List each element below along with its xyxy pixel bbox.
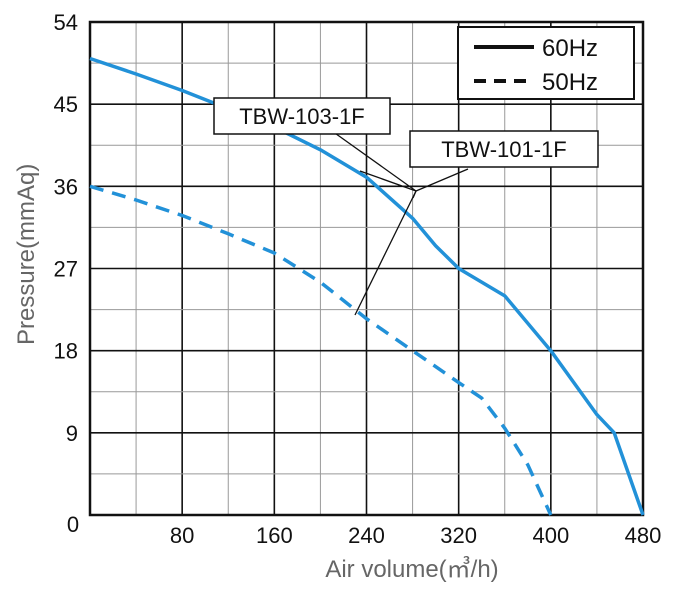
x-axis-label: Air volume(㎥/h)	[325, 556, 498, 583]
x-tick-label: 240	[348, 523, 385, 548]
leader-line	[354, 190, 417, 316]
legend-label-60hz: 60Hz	[542, 35, 598, 62]
tick-label-origin: 0	[67, 512, 79, 537]
axes	[88, 20, 645, 517]
y-tick-label: 36	[54, 174, 78, 199]
annotation-callouts: TBW-103-1F TBW-101-1F	[213, 97, 599, 316]
leader-line	[331, 130, 417, 192]
x-tick-label: 320	[440, 523, 477, 548]
y-tick-label: 45	[54, 92, 78, 117]
series-line-60hz	[89, 56, 645, 516]
x-tick-label: 480	[625, 523, 662, 548]
series-group	[89, 56, 645, 516]
x-tick-label: 400	[532, 523, 569, 548]
plot-frame	[88, 20, 645, 517]
callout-label-tbw-101: TBW-101-1F	[441, 137, 567, 162]
callout-label-tbw-103: TBW-103-1F	[239, 104, 365, 129]
legend: 60Hz 50Hz	[457, 26, 635, 100]
legend-label-50hz: 50Hz	[542, 69, 598, 96]
legend-box	[457, 26, 635, 100]
y-tick-label: 54	[54, 10, 78, 35]
y-tick-label: 18	[54, 339, 78, 364]
callout-box-tbw-101	[409, 130, 599, 168]
x-tick-label: 80	[170, 523, 194, 548]
y-tick-label: 27	[54, 257, 78, 282]
series-line-50hz	[89, 184, 553, 516]
tick-labels: 0 9 18 27 36 45 54 80 160 240 320 400 480	[54, 10, 662, 548]
y-axis-label: Pressure(mmAq)	[13, 164, 40, 345]
y-tick-label: 9	[66, 421, 78, 446]
leader-line	[359, 170, 417, 192]
callout-box-tbw-103	[213, 97, 391, 135]
x-tick-label: 160	[256, 523, 293, 548]
leader-line	[415, 168, 469, 192]
